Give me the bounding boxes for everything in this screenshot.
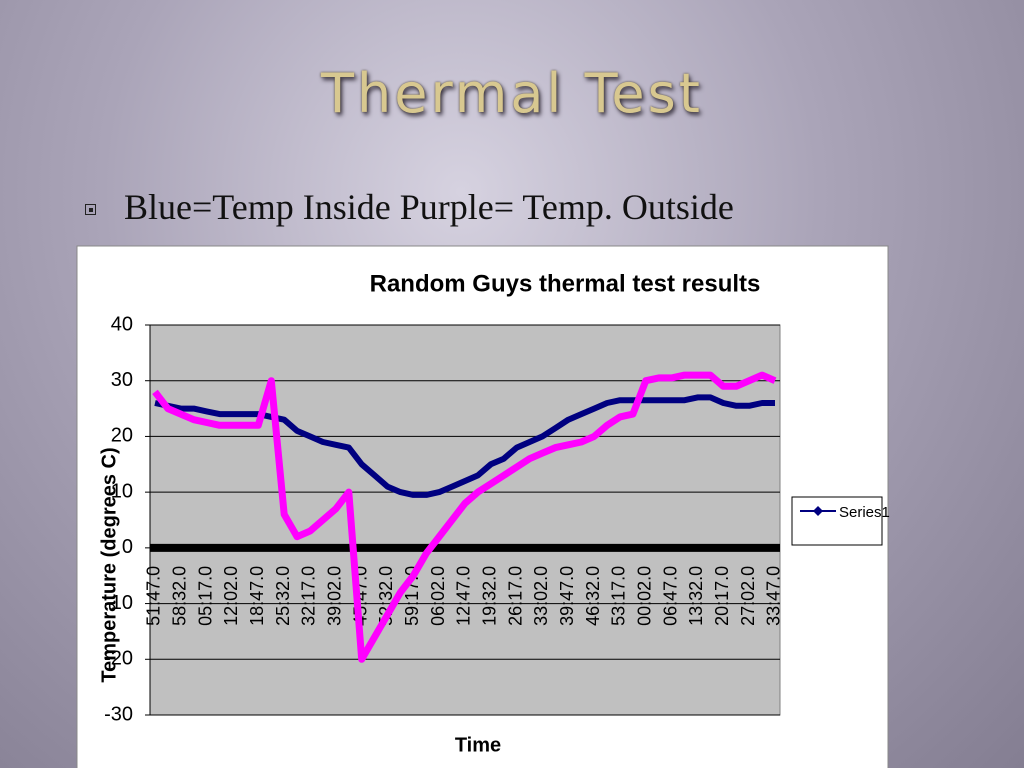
x-tick-label: 20:17.0 bbox=[712, 566, 732, 626]
x-tick-label: 00:02.0 bbox=[635, 566, 655, 626]
slide-title: Thermal Test bbox=[321, 62, 703, 125]
x-tick-label: 18:47.0 bbox=[247, 566, 267, 626]
x-axis-title: Time bbox=[455, 734, 501, 756]
x-tick-label: 13:32.0 bbox=[686, 566, 706, 626]
x-tick-label: 26:17.0 bbox=[505, 566, 525, 626]
legend-marker bbox=[813, 506, 823, 516]
x-tick-label: 27:02.0 bbox=[738, 566, 758, 626]
y-tick-label: -20 bbox=[104, 648, 133, 670]
x-tick-label: 12:02.0 bbox=[221, 566, 241, 626]
x-tick-label: 06:02.0 bbox=[428, 566, 448, 626]
x-tick-label: 25:32.0 bbox=[273, 566, 293, 626]
x-tick-label: 06:47.0 bbox=[660, 566, 680, 626]
legend-label: Series1 bbox=[839, 504, 890, 521]
x-tick-label: 33:47.0 bbox=[764, 566, 784, 626]
x-tick-label: 39:02.0 bbox=[325, 566, 345, 626]
y-tick-label: -10 bbox=[104, 592, 133, 614]
chart-title: Random Guys thermal test results bbox=[370, 270, 761, 297]
legend bbox=[791, 496, 883, 546]
plot-area bbox=[149, 324, 781, 716]
x-tick-label: 12:47.0 bbox=[454, 566, 474, 626]
x-tick-label: 32:17.0 bbox=[299, 566, 319, 626]
series-line bbox=[152, 371, 777, 663]
x-tick-label: 33:02.0 bbox=[531, 566, 551, 626]
y-tick-label: 0 bbox=[122, 536, 133, 558]
y-tick-label: -30 bbox=[104, 703, 133, 725]
x-tick-label: 53:17.0 bbox=[609, 566, 629, 626]
y-axis-title: Temperature (degrees C) bbox=[98, 447, 120, 682]
x-tick-label: 39:47.0 bbox=[557, 566, 577, 626]
x-tick-label: 05:17.0 bbox=[195, 566, 215, 626]
x-tick-label: 51:47.0 bbox=[144, 566, 164, 626]
x-tick-label: 46:32.0 bbox=[583, 566, 603, 626]
y-tick-label: 30 bbox=[111, 369, 133, 391]
y-tick-label: 10 bbox=[111, 480, 133, 502]
bullet-text: Blue=Temp Inside Purple= Temp. Outside bbox=[124, 187, 734, 227]
y-tick-label: 40 bbox=[111, 313, 133, 335]
bullet-icon bbox=[85, 204, 96, 215]
x-tick-label: 19:32.0 bbox=[480, 566, 500, 626]
y-tick-label: 20 bbox=[111, 425, 133, 447]
x-tick-label: 58:32.0 bbox=[170, 566, 190, 626]
